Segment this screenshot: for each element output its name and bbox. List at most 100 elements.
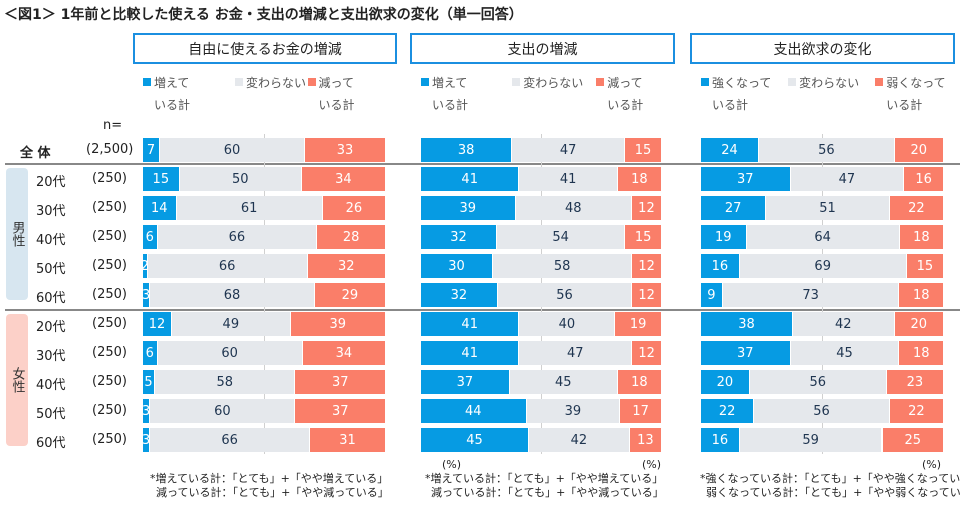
- row-label: 50代: [36, 407, 66, 422]
- bar-positive: 41: [421, 341, 520, 365]
- bar-positive: 30: [421, 254, 493, 278]
- row-n: (250): [92, 229, 127, 244]
- legend-label-line2: いる計: [886, 98, 923, 112]
- bar-neutral: 56: [754, 399, 890, 423]
- bar-positive: 39: [421, 196, 516, 220]
- row-n: (2,500): [86, 142, 134, 157]
- row-n: (250): [92, 432, 127, 447]
- bar-negative: 22: [889, 399, 943, 423]
- divider-total: [5, 163, 960, 165]
- bar-positive: 22: [701, 399, 755, 423]
- bar-positive: 2: [141, 254, 149, 278]
- bar-neutral: 50: [179, 167, 302, 191]
- legend-item: 増えて いる計: [421, 72, 468, 116]
- bar-negative: 18: [899, 341, 943, 365]
- bar-negative: 20: [894, 138, 943, 162]
- row-label: 20代: [36, 175, 66, 190]
- bar-positive: 19: [701, 225, 747, 249]
- bar-negative: 34: [302, 341, 385, 365]
- bar-neutral: 58: [155, 370, 296, 394]
- footnote: *強くなっている計：「とても」+「やや強くなっている」: [700, 472, 960, 485]
- legend-label: 減って: [607, 76, 643, 90]
- legend-label: 増えて: [154, 76, 190, 90]
- bar-neutral: 54: [497, 225, 626, 249]
- bar-negative: 25: [882, 428, 943, 452]
- bar-neutral: 66: [157, 225, 318, 249]
- bar-negative: 19: [615, 312, 661, 336]
- row-label: 30代: [36, 349, 66, 364]
- legend-swatch: [307, 78, 316, 86]
- legend-item: 増えて いる計: [143, 72, 190, 116]
- legend-label: 強くなって: [712, 76, 772, 90]
- bar-neutral: 42: [529, 428, 630, 452]
- legend-label-line2: いる計: [154, 98, 191, 112]
- bar-positive: 16: [701, 254, 740, 278]
- legend-label-line2: いる計: [712, 98, 749, 112]
- legend-item: 変わらない: [788, 72, 859, 94]
- bar-negative: 18: [899, 225, 943, 249]
- bar-positive: 7: [143, 138, 160, 162]
- bar-negative: 20: [894, 312, 943, 336]
- legend-swatch: [701, 78, 709, 86]
- bar-positive: 37: [421, 370, 510, 394]
- row-label: 20代: [36, 320, 66, 335]
- legend-swatch: [143, 78, 151, 86]
- bar-negative: 39: [290, 312, 385, 336]
- legend-label: 変わらない: [523, 76, 584, 90]
- n-label: n=: [103, 118, 123, 133]
- unit-label: (%): [922, 458, 942, 471]
- legend-label: 弱くなって: [886, 76, 946, 90]
- legend-item: 減って いる計: [307, 72, 355, 116]
- row-label: 30代: [36, 204, 66, 219]
- bar-negative: 32: [307, 254, 385, 278]
- bar-neutral: 48: [515, 196, 632, 220]
- bar-negative: 18: [617, 167, 661, 191]
- row-label: 全 体: [20, 146, 51, 161]
- bar-positive: 3: [142, 428, 150, 452]
- bar-positive: 16: [701, 428, 740, 452]
- row-label: 60代: [36, 436, 66, 451]
- bar-neutral: 66: [150, 428, 310, 452]
- bar-neutral: 45: [509, 370, 618, 394]
- legend-label-line2: いる計: [318, 98, 355, 112]
- legend-swatch: [788, 78, 797, 86]
- bar-neutral: 40: [519, 312, 616, 336]
- bar-positive: 37: [701, 167, 791, 191]
- bar-negative: 17: [620, 399, 661, 423]
- legend-item: 変わらない: [512, 72, 583, 94]
- bar-neutral: 59: [739, 428, 883, 452]
- row-n: (250): [92, 316, 127, 331]
- legend-item: 弱くなって いる計: [875, 72, 946, 116]
- row-n: (250): [92, 403, 127, 418]
- bar-neutral: 41: [519, 167, 618, 191]
- legend-item: 強くなって いる計: [701, 72, 771, 116]
- bar-neutral: 61: [176, 196, 323, 220]
- bar-negative: 22: [889, 196, 943, 220]
- bar-negative: 37: [295, 370, 385, 394]
- bar-positive: 38: [701, 312, 793, 336]
- bar-positive: 5: [143, 370, 156, 394]
- bar-negative: 31: [309, 428, 385, 452]
- row-n: (250): [92, 287, 127, 302]
- bar-negative: 33: [305, 138, 385, 162]
- row-n: (250): [92, 200, 127, 215]
- bar-negative: 15: [625, 225, 661, 249]
- row-label: 40代: [36, 378, 66, 393]
- bar-positive: 32: [421, 225, 498, 249]
- group-men: 男性: [6, 168, 28, 300]
- bar-positive: 41: [421, 312, 520, 336]
- bar-positive: 45: [421, 428, 529, 452]
- row-label: 50代: [36, 262, 66, 277]
- bar-neutral: 56: [749, 370, 887, 394]
- bar-positive: 9: [701, 283, 723, 307]
- bar-positive: 6: [143, 341, 158, 365]
- bar-positive: 24: [701, 138, 760, 162]
- legend-swatch: [512, 78, 521, 86]
- figure-title: ＜図1＞ 1年前と比較した使える お金・支出の増減と支出欲求の変化（単一回答）: [4, 7, 523, 23]
- bar-neutral: 68: [150, 283, 315, 307]
- legend-swatch: [234, 78, 243, 86]
- legend-label: 変わらない: [245, 76, 306, 90]
- bar-neutral: 60: [157, 341, 303, 365]
- bar-negative: 37: [295, 399, 385, 423]
